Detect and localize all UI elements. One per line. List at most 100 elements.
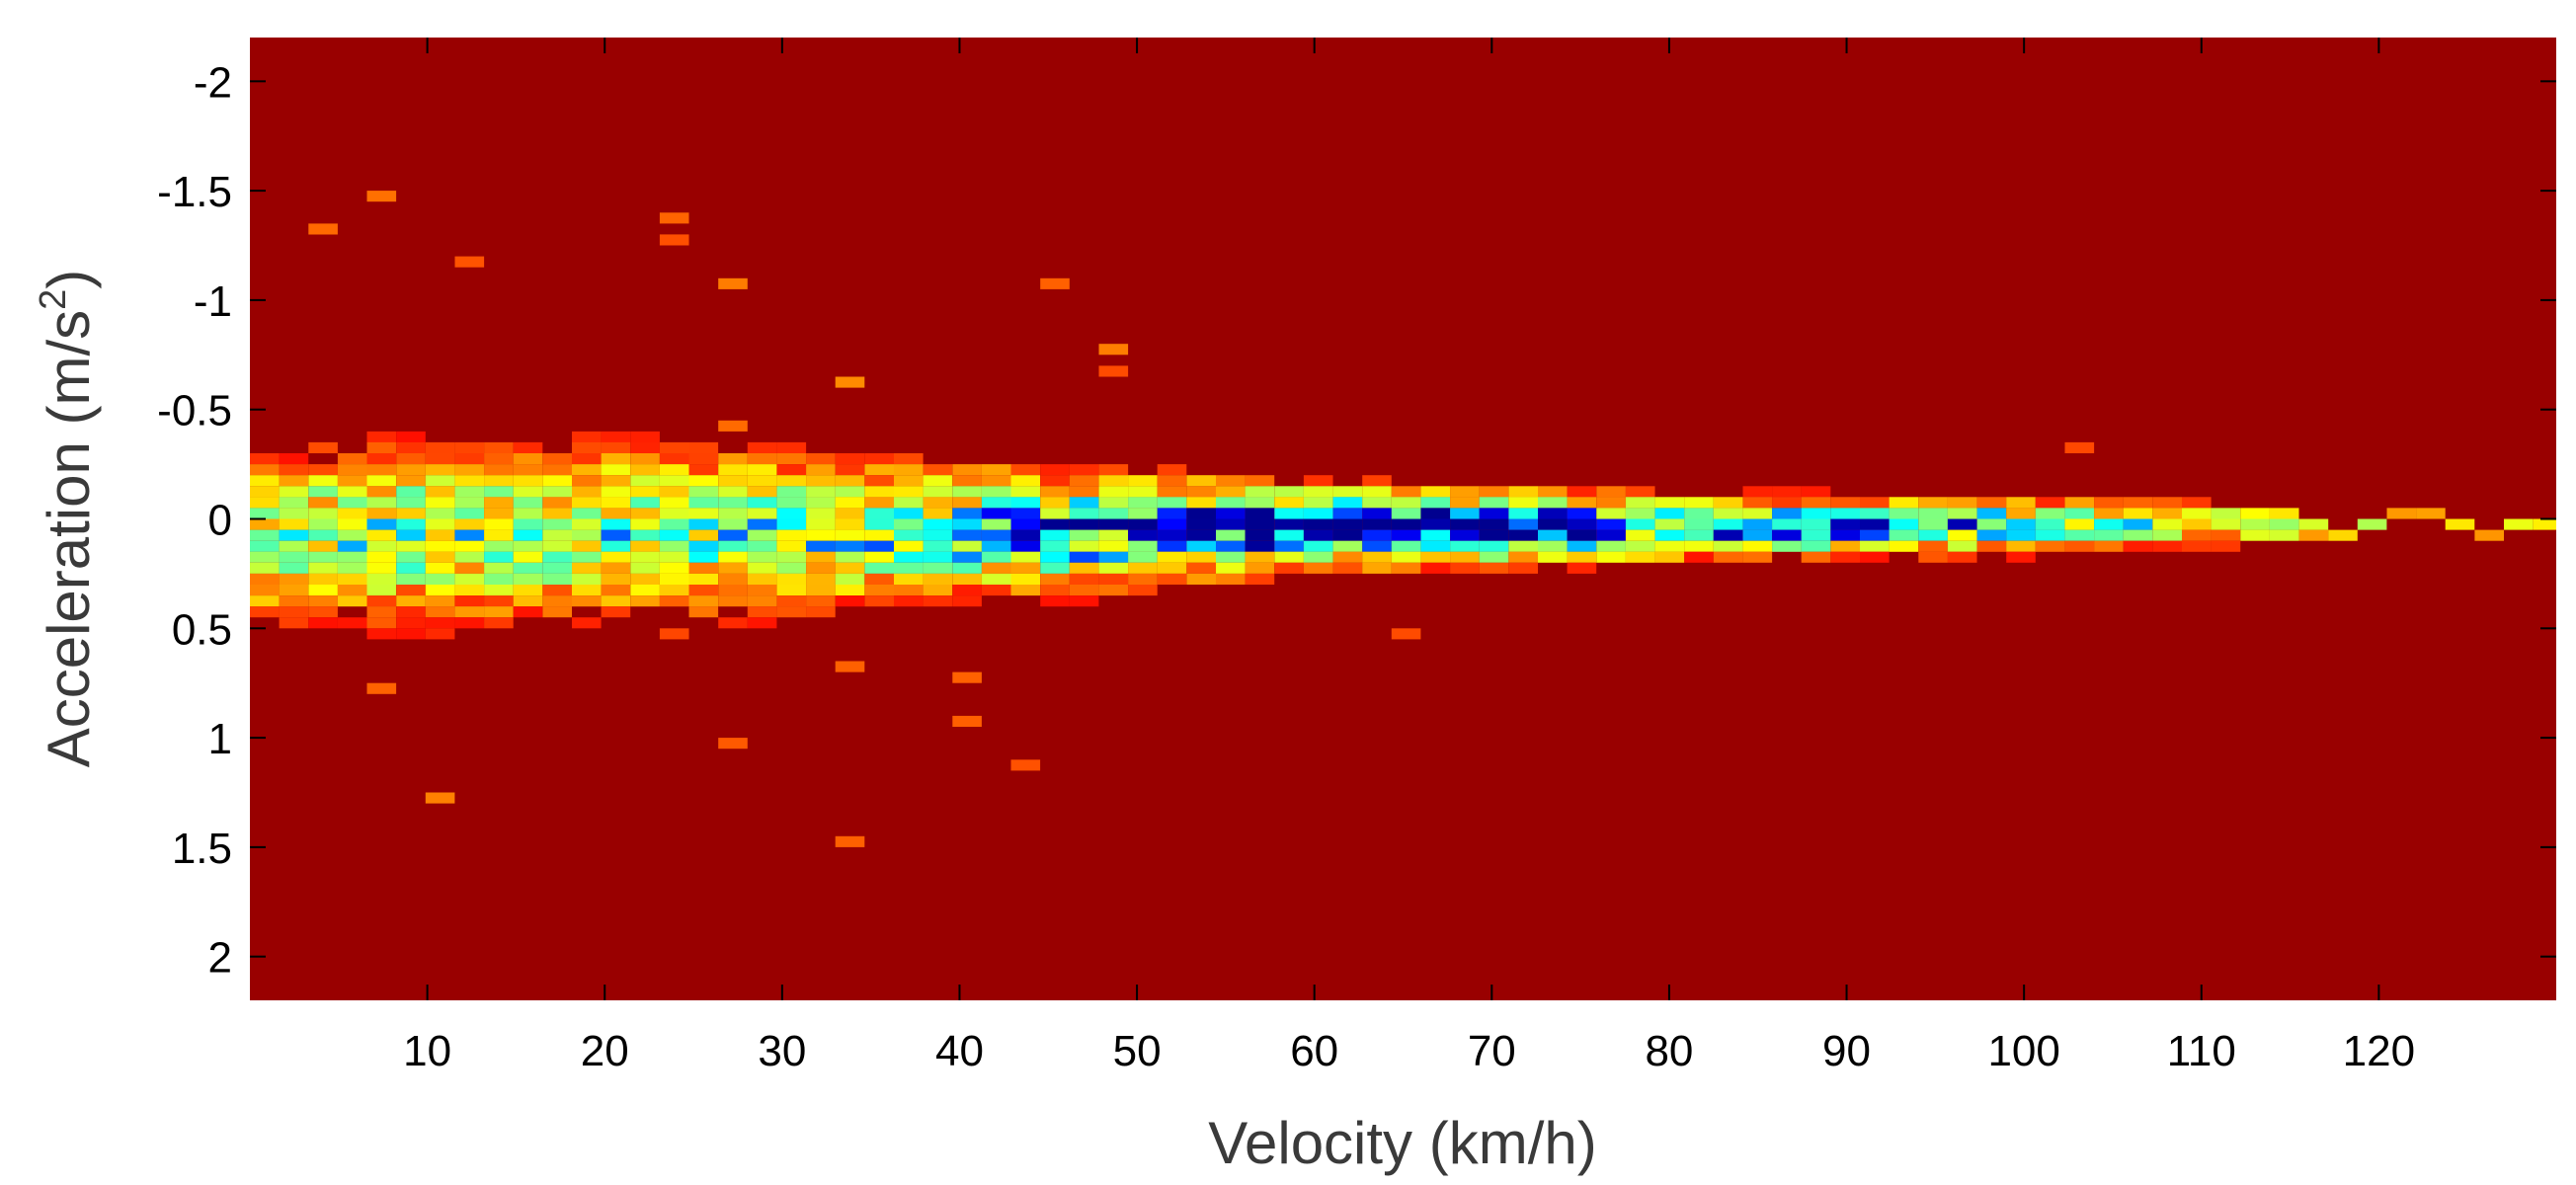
heatmap-cell xyxy=(279,595,309,607)
heatmap-cell xyxy=(1918,497,1948,509)
x-tick-label: 20 xyxy=(581,1027,629,1075)
heatmap-cell xyxy=(1947,551,1977,563)
heatmap-cell xyxy=(688,486,719,498)
heatmap-cell xyxy=(1128,551,1158,563)
heatmap-cell xyxy=(1918,508,1948,519)
heatmap-cell xyxy=(1245,551,1275,563)
heatmap-cell xyxy=(484,453,514,465)
heatmap-cell xyxy=(513,497,543,509)
heatmap-cell xyxy=(366,508,397,519)
heatmap-cell xyxy=(659,234,689,246)
heatmap-cell xyxy=(718,529,748,541)
heatmap-cell xyxy=(806,453,836,465)
heatmap-cell xyxy=(1245,518,1275,530)
heatmap-cell xyxy=(1332,497,1363,509)
heatmap-cell xyxy=(279,508,309,519)
heatmap-cell xyxy=(1128,497,1158,509)
heatmap-cell xyxy=(425,453,455,465)
heatmap-cell xyxy=(952,585,982,596)
heatmap-cell xyxy=(718,573,748,585)
heatmap-cell xyxy=(1274,486,1304,498)
heatmap-cell xyxy=(337,497,367,509)
heatmap-cell xyxy=(1391,529,1421,541)
heatmap-cell xyxy=(1245,475,1275,487)
x-tick-label: 10 xyxy=(403,1027,451,1075)
heatmap-cell xyxy=(2269,529,2299,541)
heatmap-cell xyxy=(747,464,777,476)
x-tick-label: 90 xyxy=(1822,1027,1871,1075)
heatmap-cell xyxy=(366,529,397,541)
heatmap-cell xyxy=(513,573,543,585)
heatmap-cell xyxy=(835,595,865,607)
heatmap-cell xyxy=(366,585,397,596)
heatmap-cell xyxy=(981,518,1011,530)
heatmap-cell xyxy=(1947,540,1977,552)
heatmap-cell xyxy=(806,585,836,596)
heatmap-cell xyxy=(396,475,426,487)
heatmap-cell xyxy=(542,529,572,541)
heatmap-cell xyxy=(337,585,367,596)
heatmap-cell xyxy=(894,573,924,585)
heatmap-cell xyxy=(659,486,689,498)
heatmap-cell xyxy=(776,441,807,453)
heatmap-cell xyxy=(1625,551,1655,563)
heatmap-cell xyxy=(1508,540,1538,552)
heatmap-cell xyxy=(1772,508,1802,519)
heatmap-cell xyxy=(923,475,953,487)
heatmap-cell xyxy=(454,497,485,509)
heatmap-cell xyxy=(1830,529,1860,541)
heatmap-cell xyxy=(1216,540,1246,552)
heatmap-cell xyxy=(1801,551,1831,563)
heatmap-cell xyxy=(542,486,572,498)
heatmap-cell xyxy=(1450,562,1480,574)
y-tick-label: 1.5 xyxy=(172,825,232,873)
heatmap-cell xyxy=(484,529,514,541)
heatmap-cell xyxy=(2182,508,2212,519)
heatmap-cell xyxy=(572,497,602,509)
heatmap-cell xyxy=(806,486,836,498)
heatmap-cell xyxy=(1303,529,1333,541)
heatmap-cell xyxy=(279,497,309,509)
heatmap-cell xyxy=(864,497,894,509)
heatmap-cell xyxy=(1069,486,1099,498)
heatmap-cell xyxy=(425,540,455,552)
heatmap-cell xyxy=(923,595,953,607)
heatmap-cell xyxy=(279,453,309,465)
heatmap-cell xyxy=(484,464,514,476)
heatmap-cell xyxy=(1538,497,1568,509)
heatmap-cell xyxy=(425,573,455,585)
heatmap-cell xyxy=(601,540,631,552)
heatmap-cell xyxy=(1567,518,1597,530)
heatmap-cell xyxy=(572,595,602,607)
heatmap-cell xyxy=(1976,508,2007,519)
heatmap-cell xyxy=(1391,518,1421,530)
heatmap-cell xyxy=(1245,497,1275,509)
heatmap-cell xyxy=(1010,529,1041,541)
heatmap-cell xyxy=(630,464,660,476)
heatmap-cell xyxy=(1713,518,1743,530)
heatmap-cell xyxy=(1508,497,1538,509)
heatmap-cell xyxy=(659,595,689,607)
heatmap-cell xyxy=(2006,551,2036,563)
heatmap-cell xyxy=(2240,529,2270,541)
heatmap-cell xyxy=(396,573,426,585)
heatmap-cell xyxy=(572,562,602,574)
heatmap-cell xyxy=(308,475,338,487)
heatmap-cell xyxy=(1742,529,1773,541)
heatmap-cell xyxy=(776,529,807,541)
heatmap-cell xyxy=(1216,551,1246,563)
heatmap-cell xyxy=(601,453,631,465)
heatmap-cell xyxy=(630,540,660,552)
heatmap-cell xyxy=(250,518,280,530)
heatmap-cell xyxy=(2474,529,2504,541)
heatmap-cell xyxy=(659,453,689,465)
heatmap-cell xyxy=(308,551,338,563)
heatmap-cell xyxy=(864,508,894,519)
heatmap-cell xyxy=(1684,518,1714,530)
heatmap-cell xyxy=(337,464,367,476)
heatmap-cell xyxy=(1010,759,1041,771)
heatmap-cell xyxy=(425,792,455,804)
heatmap-cell xyxy=(542,540,572,552)
heatmap-cell xyxy=(1128,475,1158,487)
heatmap-cell xyxy=(2445,518,2475,530)
